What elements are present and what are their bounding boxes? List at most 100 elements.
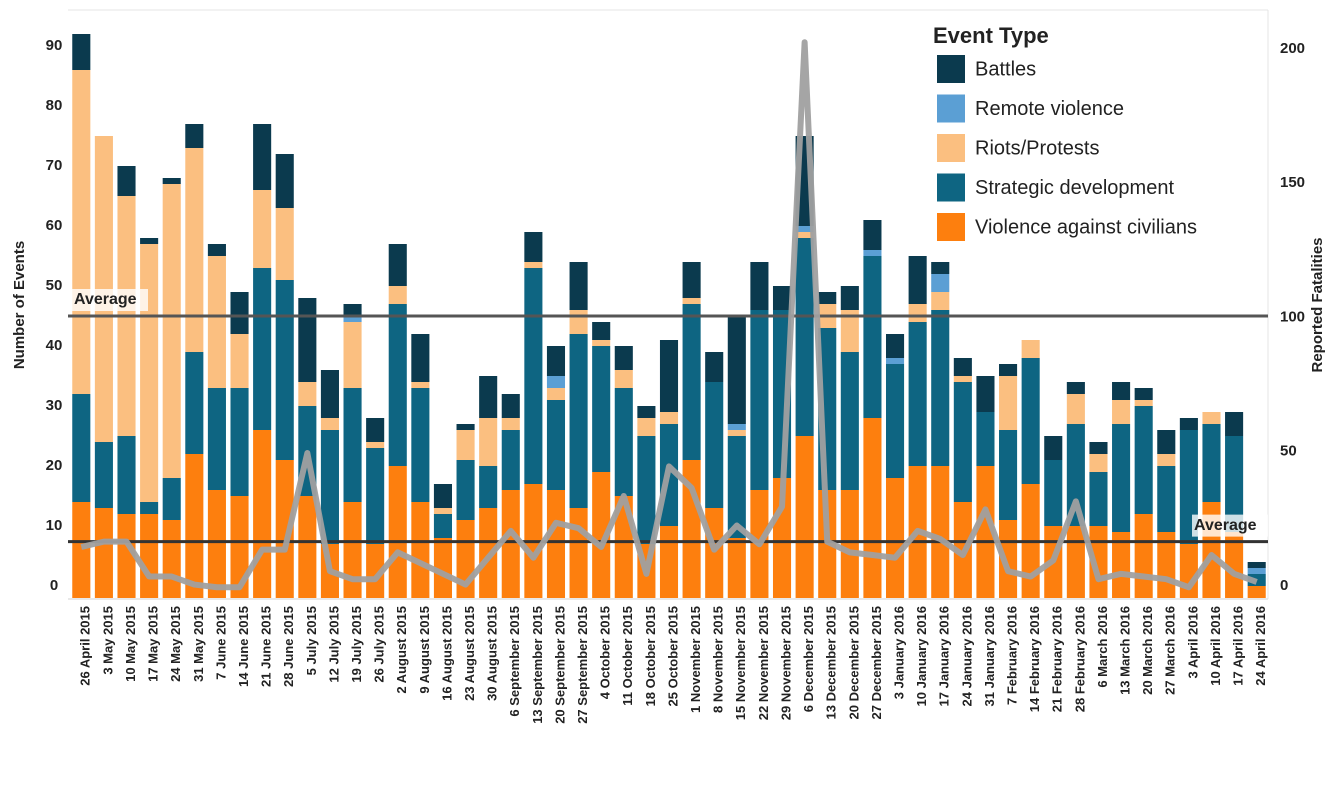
bar-segment: [140, 238, 159, 244]
bar-segment: [456, 424, 475, 430]
bar-segment: [614, 388, 633, 496]
y-tick-label: 10: [46, 517, 63, 534]
bar-segment: [863, 250, 882, 256]
legend-label: Remote violence: [975, 98, 1124, 120]
bar-segment: [343, 502, 362, 598]
bar-segment: [501, 490, 520, 598]
bar-segment: [388, 466, 407, 598]
bar-segment: [501, 394, 520, 418]
x-tick-label: 13 March 2016: [1118, 606, 1133, 695]
y-tick-label: 40: [46, 337, 63, 354]
x-tick-label: 14 February 2016: [1027, 606, 1042, 712]
x-tick-label: 24 January 2016: [959, 606, 974, 706]
bar-segment: [298, 298, 317, 382]
bar-segment: [366, 442, 385, 448]
x-tick-label: 7 February 2016: [1004, 606, 1019, 705]
bar-segment: [840, 286, 859, 310]
bar-segment: [682, 298, 701, 304]
bar-segment: [185, 148, 204, 352]
bar-segment: [72, 502, 91, 598]
bar-segment: [1066, 382, 1085, 394]
bar-segment: [1134, 388, 1153, 400]
x-tick-label: 17 January 2016: [937, 606, 952, 706]
x-tick-label: 21 February 2016: [1050, 606, 1065, 712]
bar-segment: [1021, 340, 1040, 358]
x-tick-label: 30 August 2015: [485, 606, 500, 701]
bar-segment: [840, 352, 859, 490]
bar-segment: [162, 478, 181, 520]
bar-segment: [999, 430, 1018, 520]
y2-tick-label: 50: [1280, 443, 1297, 460]
bar-segment: [750, 262, 769, 310]
y-axis-title: Number of Events: [11, 241, 28, 369]
bar-segment: [705, 352, 724, 382]
x-tick-label: 10 April 2016: [1208, 606, 1223, 686]
bar-segment: [999, 520, 1018, 598]
y2-tick-label: 200: [1280, 40, 1305, 57]
bar-segment: [162, 520, 181, 598]
bar-segment: [885, 358, 905, 364]
bar-segment: [72, 34, 91, 70]
bar-segment: [343, 304, 362, 316]
bar-segment: [727, 538, 746, 598]
y-tick-label: 80: [46, 97, 63, 114]
x-tick-label: 26 July 2015: [372, 606, 387, 683]
bar-segment: [1089, 442, 1108, 454]
reference-label-bg: [72, 289, 148, 311]
bar-segment: [275, 208, 294, 280]
x-tick-label: 6 September 2015: [507, 606, 522, 717]
x-tick-label: 27 March 2016: [1163, 606, 1178, 695]
bar-segment: [614, 370, 633, 388]
x-tick-label: 24 May 2015: [168, 606, 183, 682]
x-tick-label: 7 June 2015: [213, 606, 228, 680]
bar-segment: [1157, 466, 1176, 532]
bar-segment: [682, 304, 701, 460]
bar-segment: [275, 460, 294, 598]
bar-segment: [976, 466, 995, 598]
legend-label: Strategic development: [975, 177, 1174, 199]
bar-segment: [162, 184, 181, 478]
bar-segment: [953, 382, 972, 502]
bar-segment: [207, 388, 226, 490]
bar-segment: [999, 364, 1018, 376]
bar-segment: [953, 376, 972, 382]
legend-swatch: [937, 173, 965, 202]
bar-segment: [140, 514, 159, 598]
bar-segment: [1066, 394, 1085, 424]
bar-segment: [795, 232, 814, 238]
bar-segment: [1112, 424, 1131, 532]
x-tick-label: 20 September 2015: [552, 606, 567, 724]
bar-segment: [298, 496, 317, 598]
y-tick-label: 0: [50, 577, 58, 594]
x-tick-label: 21 June 2015: [259, 606, 274, 687]
bar-segment: [976, 376, 995, 412]
bar-segment: [772, 478, 792, 598]
x-tick-label: 3 April 2016: [1185, 606, 1200, 679]
bar-segment: [479, 466, 498, 508]
bar-segment: [546, 376, 566, 388]
bar-segment: [953, 358, 972, 376]
bar-segment: [207, 244, 226, 256]
bar-segment: [1134, 400, 1153, 406]
x-tick-label: 12 July 2015: [326, 606, 341, 683]
bar-segment: [456, 460, 475, 520]
bar-segment: [727, 316, 746, 424]
bar-segment: [727, 424, 746, 430]
bar-segment: [185, 454, 204, 598]
x-tick-label: 17 May 2015: [146, 606, 161, 682]
x-tick-label: 1 November 2015: [688, 606, 703, 713]
reference-label: Average: [74, 291, 137, 308]
bar-segment: [117, 166, 136, 196]
x-tick-label: 3 May 2015: [100, 606, 115, 675]
x-tick-label: 9 August 2015: [417, 606, 432, 694]
bar-segment: [343, 322, 362, 388]
x-tick-label: 16 August 2015: [439, 606, 454, 701]
bar-segment: [162, 178, 181, 184]
bar-segment: [908, 322, 927, 466]
bar-segment: [727, 430, 746, 436]
bar-segment: [230, 292, 249, 334]
x-tick-label: 26 April 2015: [78, 606, 93, 686]
x-tick-label: 20 December 2015: [846, 606, 861, 719]
bar-segment: [275, 280, 294, 460]
bar-segment: [1202, 424, 1221, 502]
